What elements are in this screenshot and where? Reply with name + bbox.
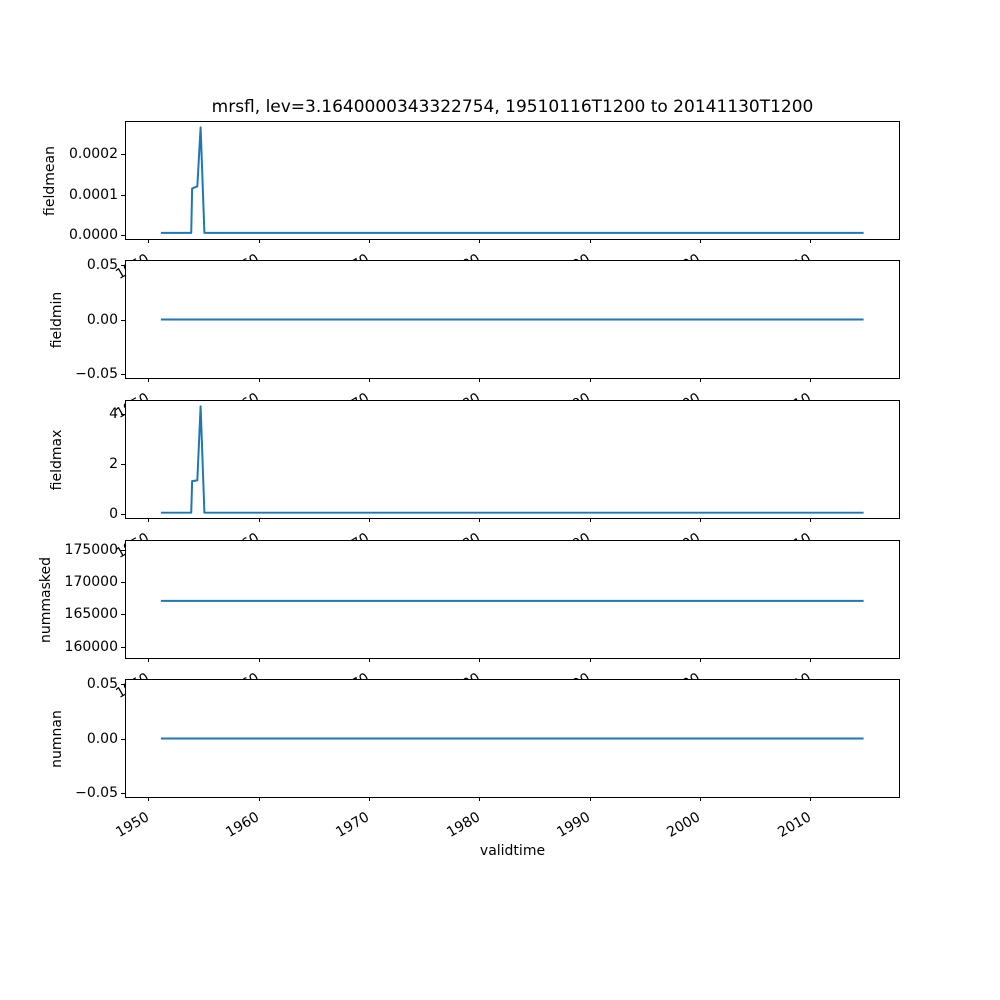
y-axis-label-fieldmin: fieldmin bbox=[49, 291, 65, 348]
y-tick-label: 170000 bbox=[64, 574, 118, 591]
y-tick-mark bbox=[121, 792, 125, 794]
x-tick-mark bbox=[810, 797, 812, 801]
y-tick-label: 160000 bbox=[64, 638, 118, 655]
y-tick-mark bbox=[121, 549, 125, 551]
y-tick-label: 0.00 bbox=[86, 311, 118, 328]
y-tick-label: 0.05 bbox=[86, 257, 118, 274]
x-tick-mark bbox=[479, 797, 481, 801]
y-tick-label: 2 bbox=[109, 455, 118, 472]
chart-title: mrsfl, lev=3.1640000343322754, 19510116T… bbox=[211, 97, 814, 117]
x-tick-mark bbox=[810, 518, 812, 522]
subplot-numnan-axes: 0.05 0.00 −0.05 bbox=[75, 676, 900, 801]
x-tick-mark bbox=[148, 658, 150, 662]
x-tick-mark bbox=[258, 658, 260, 662]
x-tick-label: 2000 bbox=[664, 809, 704, 841]
y-tick-mark bbox=[121, 582, 125, 584]
y-tick-label: 0.00 bbox=[86, 730, 118, 747]
y-tick-mark bbox=[121, 265, 125, 267]
y-tick-label: 4 bbox=[109, 405, 118, 422]
y-tick-label: 0.05 bbox=[86, 676, 118, 693]
x-tick-mark bbox=[479, 518, 481, 522]
x-tick-mark bbox=[699, 378, 701, 382]
y-tick-label: −0.05 bbox=[75, 365, 118, 382]
y-tick-label: 175000 bbox=[64, 541, 118, 558]
subplot-fieldmin-axes: 0.05 0.00 −0.05 bbox=[75, 257, 900, 382]
x-tick-label: 1980 bbox=[443, 809, 483, 841]
x-tick-mark bbox=[148, 378, 150, 382]
x-tick-mark bbox=[369, 797, 371, 801]
y-axis-label-numnan: numnan bbox=[49, 709, 65, 768]
x-tick-mark bbox=[479, 239, 481, 243]
x-tick-mark bbox=[810, 378, 812, 382]
x-tick-mark bbox=[369, 658, 371, 662]
y-tick-label: 165000 bbox=[64, 606, 118, 623]
x-tick-mark bbox=[699, 797, 701, 801]
x-tick-mark bbox=[810, 658, 812, 662]
y-tick-mark bbox=[121, 463, 125, 465]
x-tick-label: 1950 bbox=[113, 809, 152, 841]
x-tick-mark bbox=[148, 797, 150, 801]
x-tick-mark bbox=[699, 658, 701, 662]
y-tick-label: 0.0002 bbox=[69, 146, 118, 163]
y-tick-label: 0 bbox=[109, 506, 118, 523]
y-tick-mark bbox=[121, 614, 125, 616]
x-tick-mark bbox=[369, 239, 371, 243]
y-tick-mark bbox=[121, 154, 125, 156]
x-tick-mark bbox=[589, 797, 591, 801]
y-tick-mark bbox=[121, 413, 125, 415]
x-tick-mark bbox=[258, 378, 260, 382]
x-tick-mark bbox=[699, 518, 701, 522]
y-tick-mark bbox=[121, 319, 125, 321]
x-tick-mark bbox=[258, 797, 260, 801]
y-axis-label-fieldmax: fieldmax bbox=[49, 429, 65, 490]
x-axis-label: validtime bbox=[479, 843, 546, 859]
subplot-fieldmax-axes: 0 2 4 bbox=[109, 400, 900, 522]
x-tick-mark bbox=[258, 518, 260, 522]
data-line-fieldmean bbox=[160, 126, 864, 234]
y-tick-label: 0.0001 bbox=[69, 186, 118, 203]
y-tick-mark bbox=[121, 373, 125, 375]
x-tick-mark bbox=[479, 378, 481, 382]
y-tick-label: −0.05 bbox=[75, 784, 118, 801]
y-tick-label: 0.0000 bbox=[69, 226, 118, 243]
x-tick-mark bbox=[369, 378, 371, 382]
y-tick-mark bbox=[121, 684, 125, 686]
x-tick-mark bbox=[589, 518, 591, 522]
data-line-fieldmax bbox=[160, 405, 864, 514]
x-tick-mark bbox=[479, 658, 481, 662]
x-tick-mark bbox=[589, 658, 591, 662]
y-axis-label-fieldmean: fieldmean bbox=[42, 145, 58, 216]
x-tick-mark bbox=[810, 239, 812, 243]
x-tick-mark bbox=[589, 378, 591, 382]
y-tick-mark bbox=[121, 194, 125, 196]
x-tick-mark bbox=[148, 239, 150, 243]
x-tick-mark bbox=[258, 239, 260, 243]
x-tick-label: 1970 bbox=[333, 809, 373, 841]
y-tick-mark bbox=[121, 738, 125, 740]
y-tick-mark bbox=[121, 514, 125, 516]
y-tick-mark bbox=[121, 234, 125, 236]
x-tick-label: 1990 bbox=[554, 809, 594, 841]
x-tick-label: 2010 bbox=[774, 809, 814, 841]
subplot-nummasked-axes: 160000 165000 170000 175000 bbox=[65, 540, 900, 662]
x-tick-mark bbox=[148, 518, 150, 522]
x-tick-mark bbox=[369, 518, 371, 522]
subplot-fieldmean-axes: 0.0000 0.0001 0.0002 bbox=[69, 121, 900, 243]
x-tick-mark bbox=[589, 239, 591, 243]
y-tick-mark bbox=[121, 646, 125, 648]
y-axis-label-nummasked: nummasked bbox=[38, 556, 54, 643]
x-tick-label: 1960 bbox=[223, 809, 263, 841]
x-tick-mark bbox=[699, 239, 701, 243]
